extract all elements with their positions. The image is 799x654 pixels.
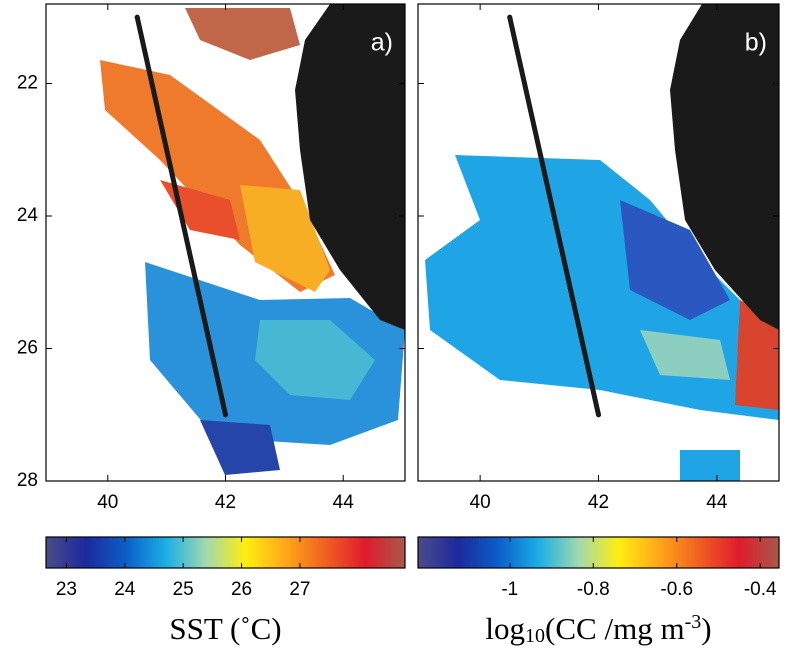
colorbar-tick-label: -0.8 (577, 579, 610, 600)
panel-label: b) (745, 29, 767, 57)
colorbar-tick-label: 24 (114, 579, 136, 600)
x-tick-label: 42 (215, 492, 236, 513)
colorbar-label: SST (˚C) (169, 611, 281, 646)
panel-label: a) (371, 29, 393, 57)
track-end (134, 14, 140, 20)
x-tick-label: 42 (588, 492, 609, 513)
y-tick-label: 28 (17, 470, 38, 491)
track-end (223, 412, 228, 418)
colorbar-label-part: log (485, 611, 525, 646)
colorbar-label-part: (CC /mg m (545, 611, 685, 646)
colorbar-tick-label: 23 (56, 579, 77, 600)
image-b (425, 4, 779, 481)
y-tick-label: 24 (17, 205, 39, 226)
x-tick-label: 44 (706, 492, 728, 513)
colorbar-tick-label: 26 (231, 579, 252, 600)
x-tick-label: 44 (333, 492, 355, 513)
image-a (100, 4, 405, 475)
x-tick-label: 40 (470, 492, 491, 513)
colorbar-label-part: -3 (685, 611, 702, 633)
track-line (507, 14, 601, 418)
colorbar-tick-label: 25 (173, 579, 194, 600)
colorbar-label: log10(CC /mg m-3) (485, 611, 711, 647)
colorbar-label-part: 10 (525, 625, 545, 647)
colorbar (417, 536, 780, 569)
colorbar-tick-label: -1 (501, 579, 518, 600)
track-end (596, 412, 601, 418)
colorbar (45, 536, 406, 569)
y-tick-label: 26 (17, 338, 38, 359)
colorbar-tick-label: -0.6 (660, 579, 693, 600)
x-tick-label: 40 (97, 492, 118, 513)
track-end (507, 14, 513, 20)
colorbar-label-part: SST (˚C) (169, 611, 281, 646)
colorbar-label-part: ) (701, 611, 711, 646)
track-line (134, 14, 228, 418)
colorbar-tick-label: 27 (289, 579, 310, 600)
y-tick-label: 22 (17, 73, 38, 94)
colorbar-tick-label: -0.4 (744, 579, 777, 600)
